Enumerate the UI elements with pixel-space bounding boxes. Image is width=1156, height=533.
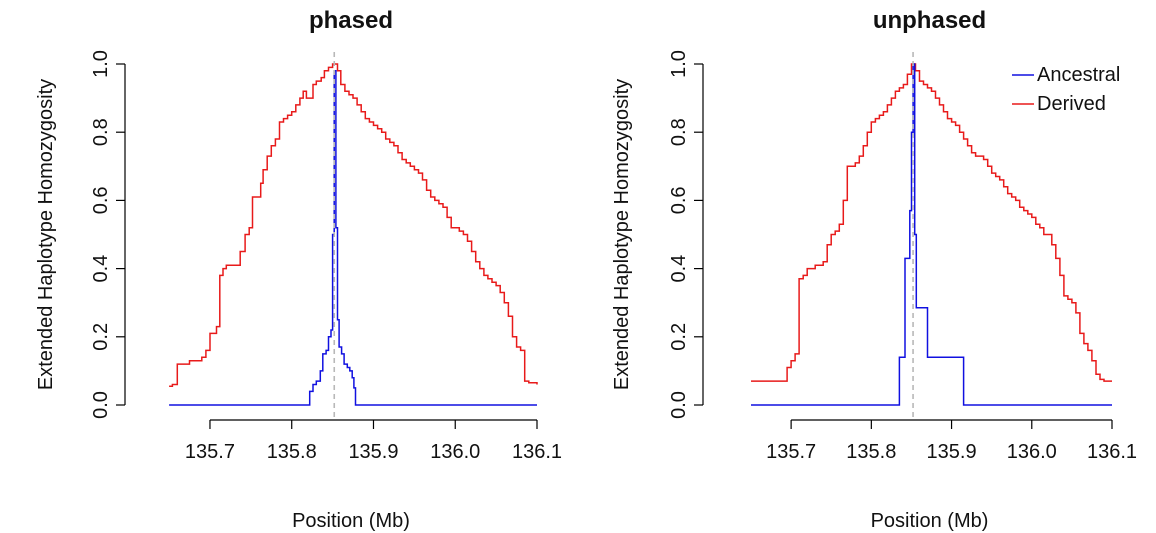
unphased-panel: 135.7 135.8 135.9 136.0 136.1 0.0 0.2 0.4 0.6 0.8… — [611, 7, 1137, 532]
y-tick-label: 0.4 — [668, 255, 690, 283]
legend-label-ancestral: Ancestral — [1037, 64, 1120, 86]
y-tick-label: 0.4 — [90, 255, 112, 283]
legend: Ancestral Derived — [1012, 64, 1120, 115]
series-line-derived — [169, 63, 538, 387]
x-tick-label: 136.1 — [1087, 441, 1137, 463]
x-tick-label: 135.8 — [846, 441, 896, 463]
y-tick-label: 0.2 — [668, 323, 690, 351]
y-tick-label: 0.0 — [90, 391, 112, 419]
x-tick-label: 135.7 — [766, 441, 816, 463]
legend-label-derived: Derived — [1037, 93, 1106, 115]
x-tick-label: 136.0 — [1007, 441, 1057, 463]
x-tick-label: 136.1 — [512, 441, 562, 463]
chart-title: unphased — [873, 7, 986, 34]
y-tick-label: 0.2 — [90, 323, 112, 351]
y-axis-title: Extended Haplotype Homozygosity — [611, 79, 633, 390]
series-line-derived — [751, 63, 1112, 382]
series-line-ancestral — [169, 70, 537, 406]
x-tick-label: 135.7 — [185, 441, 235, 463]
series-layer — [751, 63, 1112, 406]
chart-title: phased — [309, 7, 393, 34]
x-tick-label: 135.8 — [267, 441, 317, 463]
y-axis-title: Extended Haplotype Homozygosity — [35, 79, 57, 390]
series-layer — [169, 63, 538, 406]
phased-panel: 135.7 135.8 135.9 136.0 136.1 0.0 0.2 0.4 0.6 0.8… — [35, 7, 562, 532]
x-tick-label: 135.9 — [927, 441, 977, 463]
x-axis-title: Position (Mb) — [292, 510, 410, 532]
x-tick-label: 135.9 — [348, 441, 398, 463]
y-tick-label: 1.0 — [668, 50, 690, 78]
x-tick-label: 136.0 — [430, 441, 480, 463]
y-tick-label: 0.6 — [668, 186, 690, 214]
y-tick-label: 1.0 — [90, 50, 112, 78]
y-tick-label: 0.0 — [668, 391, 690, 419]
series-line-ancestral — [751, 63, 1112, 406]
x-axis-title: Position (Mb) — [871, 510, 989, 532]
y-tick-label: 0.8 — [668, 118, 690, 146]
y-tick-label: 0.8 — [90, 118, 112, 146]
axes-layer: 135.7 135.8 135.9 136.0 136.1 0.0 0.2 0.4 0.6 0.8… — [668, 50, 1137, 463]
y-tick-label: 0.6 — [90, 186, 112, 214]
axes-layer: 135.7 135.8 135.9 136.0 136.1 0.0 0.2 0.4 0.6 0.8… — [90, 50, 562, 463]
